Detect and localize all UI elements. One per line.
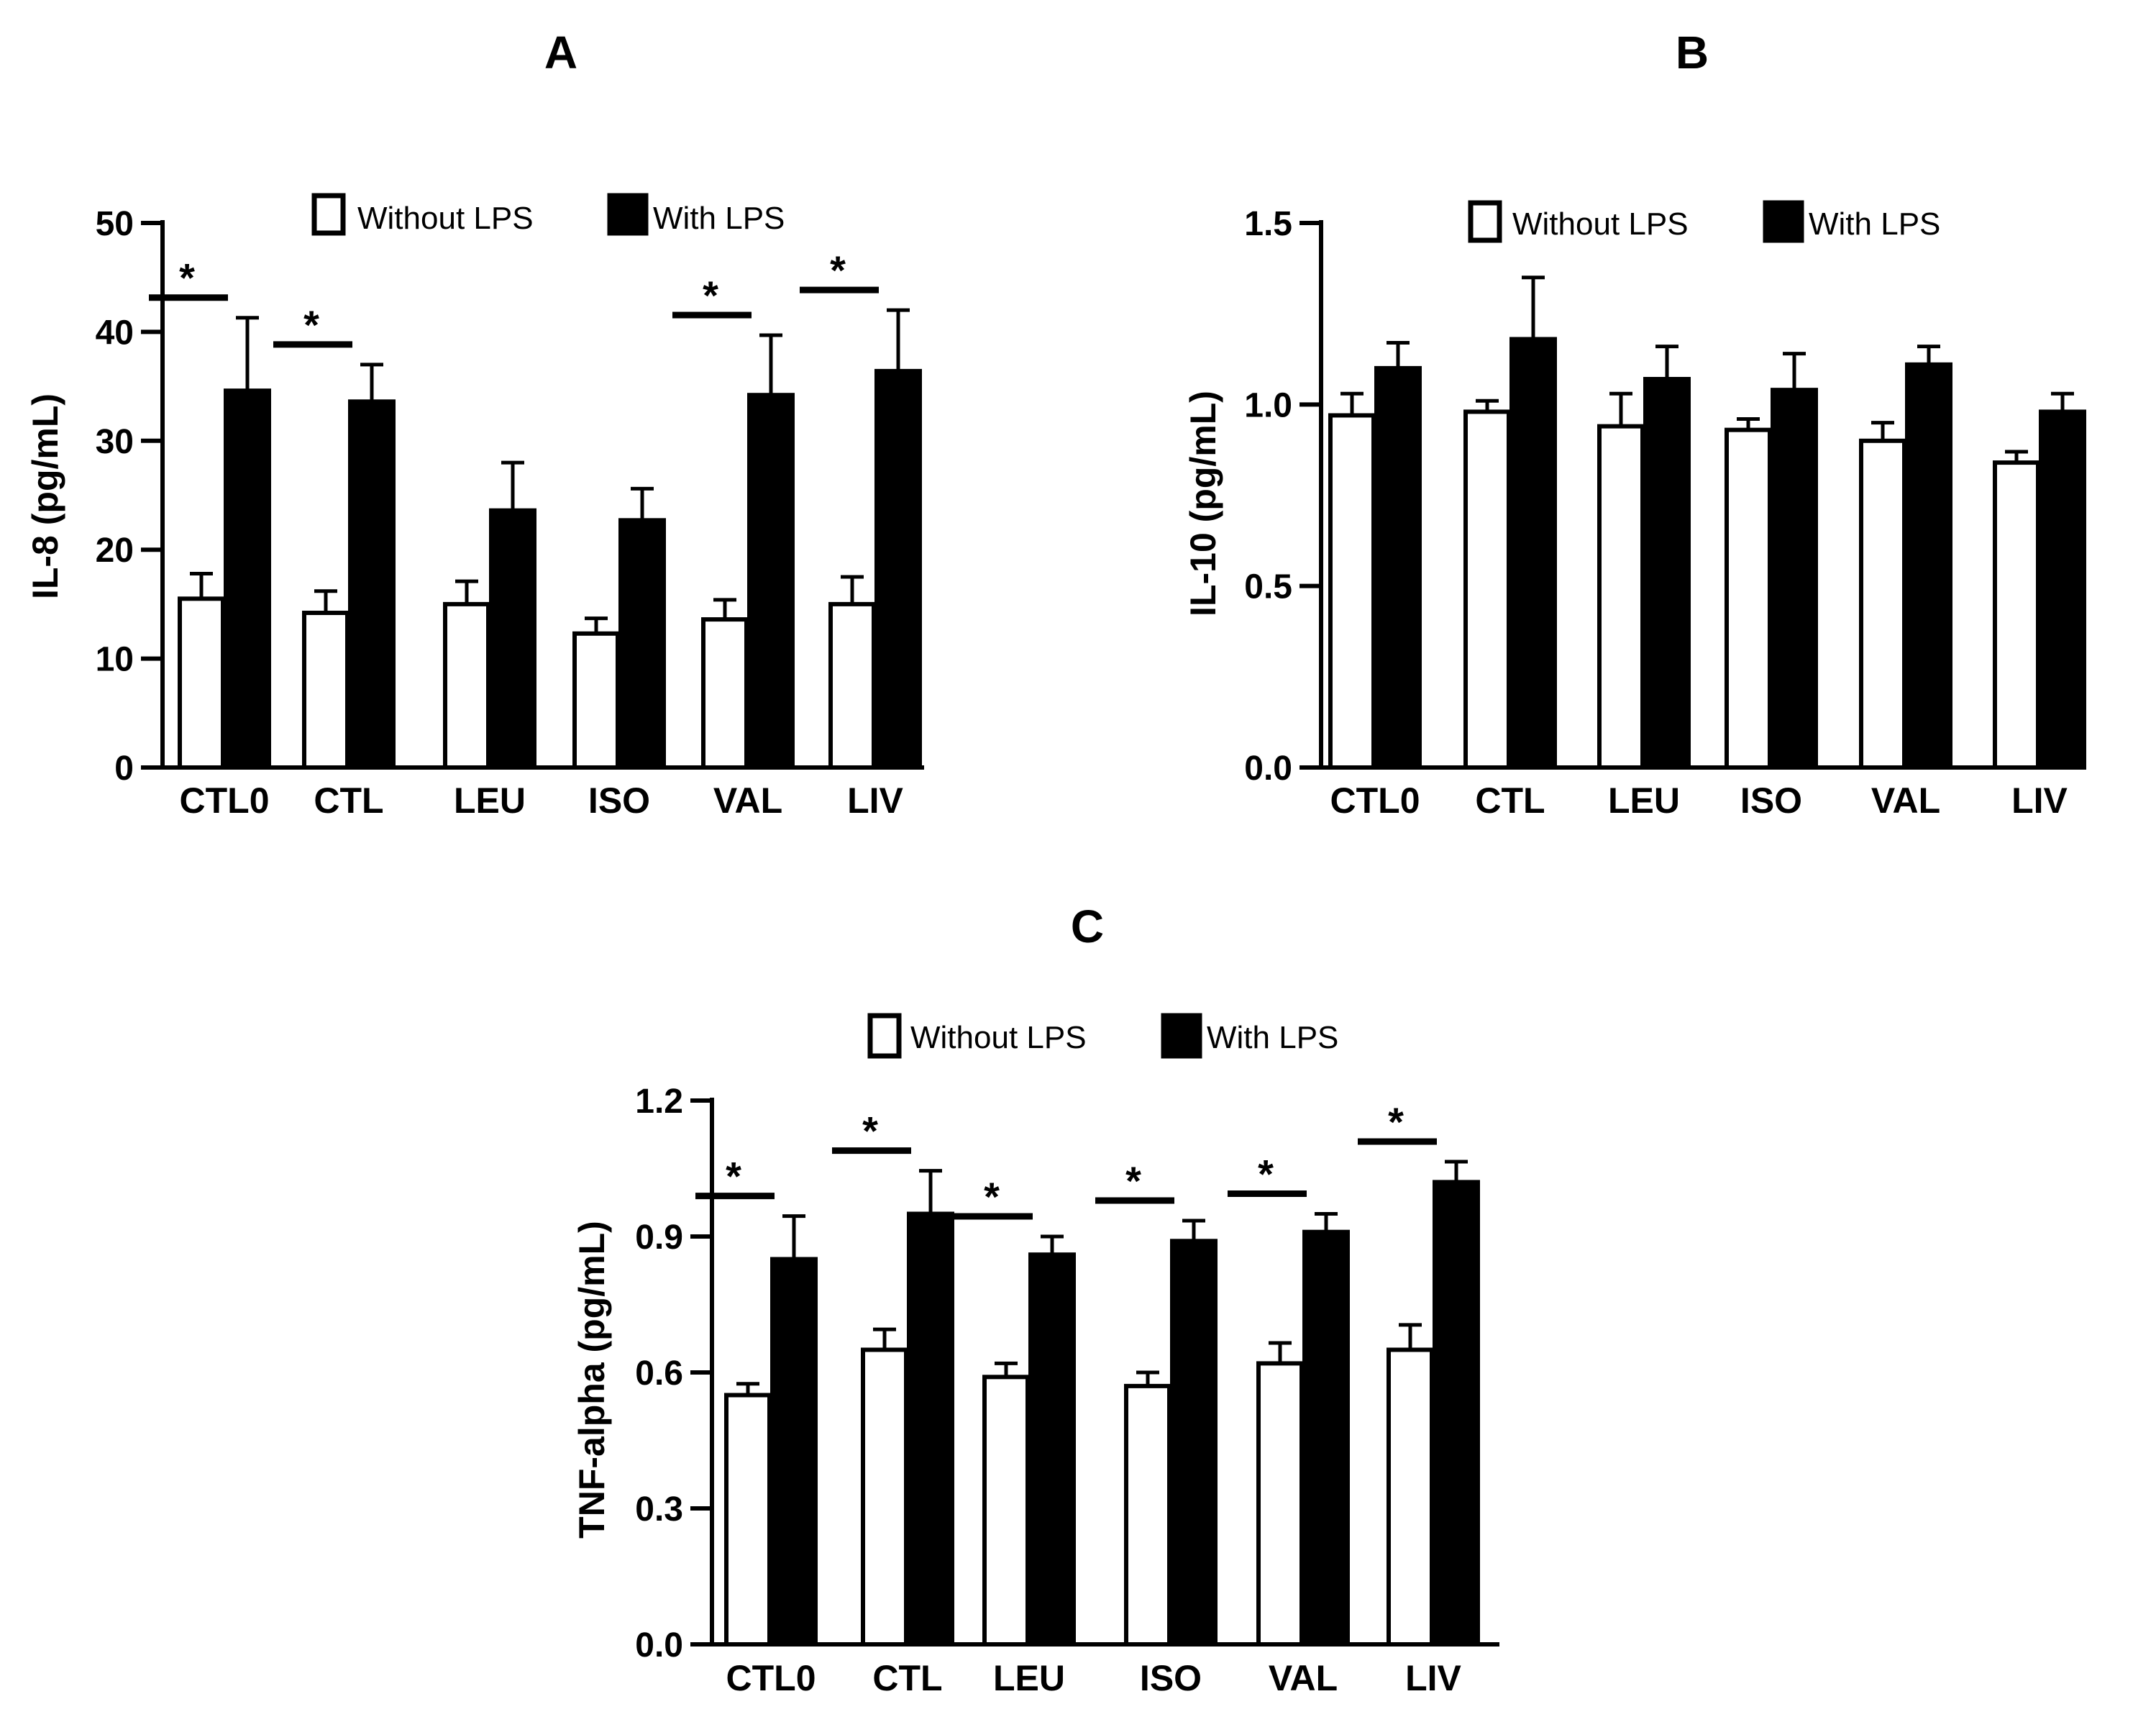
- panel-title: A: [544, 27, 577, 78]
- bar: [1509, 337, 1557, 770]
- bar: [2039, 409, 2086, 770]
- y-axis-label: IL-8 (pg/mL): [25, 393, 65, 599]
- y-tick-label: 50: [96, 205, 134, 243]
- bar: [302, 611, 350, 770]
- panel-title: C: [1071, 901, 1104, 952]
- x-tick-label: LIV: [2011, 780, 2068, 821]
- bar: [224, 388, 271, 770]
- bar: [1597, 424, 1645, 770]
- x-tick-label: CTL: [872, 1658, 942, 1698]
- y-tick-label: 1.5: [1244, 205, 1292, 243]
- x-tick-label: CTL: [314, 780, 383, 821]
- bar: [724, 1393, 772, 1647]
- y-tick-label: 0.6: [635, 1354, 683, 1393]
- bar: [770, 1257, 818, 1647]
- x-tick-label: CTL0: [1330, 780, 1420, 821]
- x-tick-label: LEU: [1608, 780, 1680, 821]
- x-tick-label: LIV: [1405, 1658, 1461, 1698]
- x-tick-label: CTL0: [180, 780, 270, 821]
- legend-swatch: [607, 193, 649, 236]
- bar: [489, 508, 536, 770]
- bar: [1170, 1239, 1218, 1647]
- y-tick-label: 0.0: [1244, 750, 1292, 788]
- bar: [1725, 427, 1772, 770]
- legend-label: With LPS: [1809, 206, 1940, 242]
- legend-label: Without LPS: [1512, 206, 1689, 242]
- y-tick-label: 0: [114, 750, 134, 788]
- bar: [861, 1347, 908, 1647]
- significance-star: *: [1125, 1158, 1141, 1203]
- legend-swatch: [1763, 200, 1804, 243]
- x-tick-label: VAL: [713, 780, 782, 821]
- bar: [1433, 1180, 1480, 1647]
- y-tick-label: 30: [96, 423, 134, 461]
- bar: [348, 399, 396, 770]
- bar: [747, 393, 795, 770]
- bar: [178, 596, 225, 770]
- x-tick-label: VAL: [1871, 780, 1940, 821]
- significance-star: *: [303, 302, 319, 347]
- bar: [1905, 362, 1952, 770]
- legend-swatch: [1468, 200, 1502, 243]
- legend-swatch: [867, 1013, 902, 1059]
- bar: [618, 518, 666, 770]
- x-tick-label: LIV: [847, 780, 903, 821]
- bar: [1771, 388, 1818, 770]
- panel-title: B: [1676, 27, 1709, 78]
- y-tick-label: 0.9: [635, 1219, 683, 1257]
- y-tick-label: 0.3: [635, 1490, 683, 1529]
- x-tick-label: ISO: [1740, 780, 1802, 821]
- x-tick-label: LEU: [993, 1658, 1065, 1698]
- significance-star: *: [1388, 1099, 1404, 1144]
- y-tick-label: 20: [96, 532, 134, 570]
- bar: [701, 617, 749, 770]
- legend-label: With LPS: [1207, 1020, 1338, 1055]
- bar: [1374, 365, 1422, 770]
- x-tick-label: ISO: [588, 780, 650, 821]
- significance-star: *: [862, 1108, 878, 1154]
- legend-swatch: [1161, 1013, 1202, 1059]
- bar: [1124, 1383, 1171, 1647]
- bar: [1028, 1252, 1076, 1647]
- x-tick-label: LEU: [454, 780, 526, 821]
- bar: [1302, 1229, 1350, 1647]
- legend-label: With LPS: [653, 201, 785, 236]
- bar: [828, 601, 876, 770]
- significance-star: *: [726, 1154, 741, 1199]
- bar: [874, 368, 922, 770]
- bar: [1328, 413, 1376, 770]
- bar: [982, 1375, 1030, 1647]
- bar: [1256, 1361, 1304, 1647]
- y-tick-label: 1.0: [1244, 386, 1292, 424]
- y-tick-label: 1.2: [635, 1083, 683, 1121]
- x-tick-label: CTL0: [726, 1658, 816, 1698]
- legend-swatch: [311, 193, 346, 236]
- significance-star: *: [703, 273, 718, 318]
- legend-label: Without LPS: [910, 1020, 1087, 1055]
- bar: [443, 601, 490, 770]
- bar: [1387, 1347, 1434, 1647]
- y-axis-label: IL-10 (pg/mL): [1183, 391, 1223, 616]
- x-tick-label: VAL: [1269, 1658, 1338, 1698]
- significance-star: *: [179, 255, 195, 301]
- y-axis-label: TNF-alpha (pg/mL): [572, 1221, 612, 1539]
- y-tick-label: 0.0: [635, 1626, 683, 1664]
- x-tick-label: ISO: [1140, 1658, 1202, 1698]
- y-tick-label: 0.5: [1244, 568, 1292, 606]
- bar: [1463, 409, 1511, 770]
- bar: [907, 1211, 954, 1647]
- significance-star: *: [984, 1174, 1000, 1219]
- x-tick-label: CTL: [1475, 780, 1545, 821]
- legend-label: Without LPS: [357, 201, 534, 236]
- bar: [1993, 460, 2040, 770]
- bar: [1643, 377, 1691, 770]
- bar: [572, 631, 620, 770]
- y-tick-label: 10: [96, 641, 134, 679]
- significance-star: *: [830, 247, 846, 293]
- significance-star: *: [1258, 1152, 1274, 1197]
- y-tick-label: 40: [96, 314, 134, 352]
- bar: [1859, 438, 1906, 770]
